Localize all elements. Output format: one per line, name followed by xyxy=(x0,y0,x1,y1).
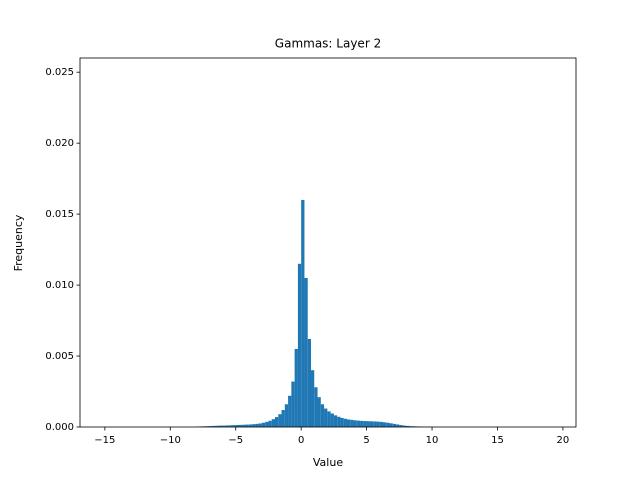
y-tick-label: 0.005 xyxy=(45,351,74,362)
bar xyxy=(327,411,331,427)
y-tick-label: 0.015 xyxy=(45,209,74,220)
x-tick-label: −15 xyxy=(94,435,115,446)
bar xyxy=(343,418,347,427)
bar xyxy=(396,424,400,427)
bar xyxy=(363,421,367,427)
bar xyxy=(333,415,338,427)
bar xyxy=(297,263,302,427)
bar xyxy=(356,420,361,427)
bar xyxy=(278,414,282,427)
x-tick-label: 0 xyxy=(298,435,304,446)
bar xyxy=(366,421,370,427)
bar xyxy=(212,425,217,427)
y-tick-label: 0.010 xyxy=(45,280,74,291)
bar xyxy=(252,424,256,427)
bar xyxy=(222,425,226,427)
bar xyxy=(268,420,272,427)
bar xyxy=(399,425,403,427)
bar xyxy=(389,423,393,427)
y-axis-label: Frequency xyxy=(12,214,25,271)
bar xyxy=(382,422,387,427)
bar xyxy=(229,425,233,427)
x-tick-label: 15 xyxy=(491,435,504,446)
bar xyxy=(301,199,305,427)
bar xyxy=(392,423,397,427)
bar xyxy=(265,421,269,427)
bar xyxy=(320,404,325,427)
bar xyxy=(248,424,253,427)
x-tick-label: −10 xyxy=(160,435,181,446)
x-axis-label: Value xyxy=(313,456,343,469)
bar xyxy=(353,420,357,427)
x-tick-label: −5 xyxy=(228,435,243,446)
bar xyxy=(346,419,351,427)
bar xyxy=(307,339,311,427)
bar xyxy=(261,422,266,427)
y-tick-label: 0.025 xyxy=(45,67,74,78)
chart-title: Gammas: Layer 2 xyxy=(275,37,381,51)
bar xyxy=(317,397,321,427)
plot-frame xyxy=(79,57,577,428)
bar xyxy=(376,421,380,427)
bar xyxy=(245,424,249,427)
bar xyxy=(405,425,410,427)
y-tick-label: 0.020 xyxy=(45,138,74,149)
bar xyxy=(274,417,279,427)
bar xyxy=(288,395,292,427)
bar xyxy=(216,425,220,427)
bar xyxy=(271,419,275,427)
bar xyxy=(239,424,243,427)
bar xyxy=(379,421,383,427)
bar xyxy=(409,426,413,427)
bar xyxy=(314,387,318,427)
bar xyxy=(284,404,289,427)
bar xyxy=(330,413,334,427)
bar xyxy=(373,421,377,427)
bar xyxy=(294,348,298,427)
bar xyxy=(235,425,240,427)
bar xyxy=(340,417,344,427)
y-tick-label: 0.000 xyxy=(45,422,74,433)
bar xyxy=(304,277,308,427)
bar xyxy=(291,381,295,427)
bar xyxy=(258,423,262,427)
bar xyxy=(209,426,213,427)
x-tick-label: 20 xyxy=(557,435,570,446)
bar xyxy=(350,419,354,427)
bar xyxy=(242,424,246,427)
x-tick-label: 10 xyxy=(426,435,439,446)
bar xyxy=(310,370,315,427)
bar xyxy=(219,425,223,427)
bar xyxy=(232,425,236,427)
bar xyxy=(255,423,259,427)
bar xyxy=(324,408,328,427)
bar xyxy=(225,425,230,427)
bar xyxy=(360,420,364,427)
bar xyxy=(281,409,285,427)
bar xyxy=(337,416,341,427)
bar xyxy=(206,426,210,427)
bar xyxy=(386,422,390,427)
bar xyxy=(402,425,406,427)
x-tick-label: 5 xyxy=(363,435,369,446)
bar xyxy=(369,421,374,427)
